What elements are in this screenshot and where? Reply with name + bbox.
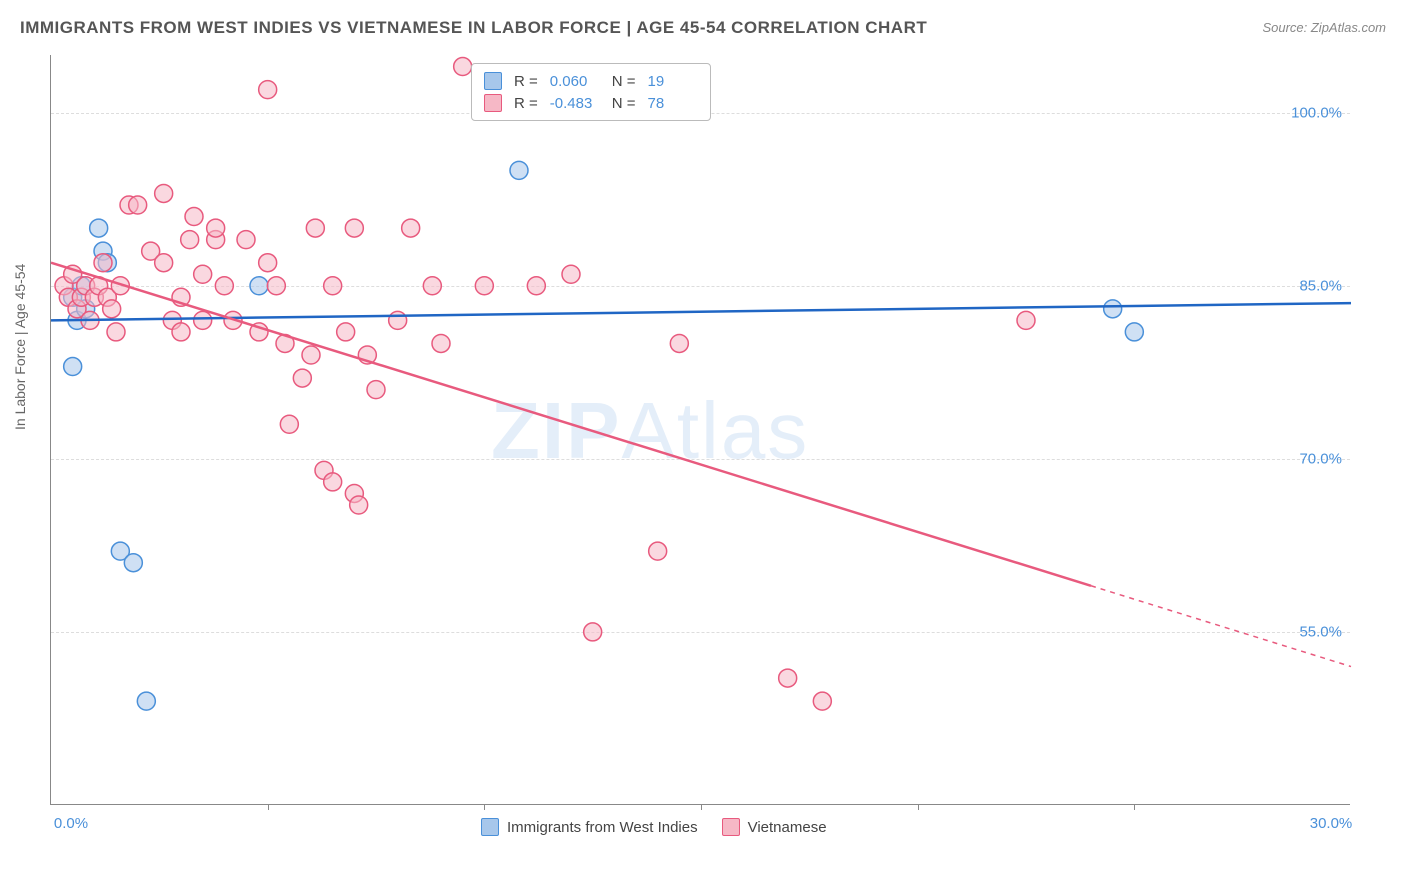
scatter-point [649, 542, 667, 560]
scatter-point [813, 692, 831, 710]
scatter-point [423, 277, 441, 295]
scatter-point [94, 254, 112, 272]
scatter-point [306, 219, 324, 237]
scatter-point [181, 231, 199, 249]
n-value: 19 [648, 73, 698, 90]
scatter-point [1104, 300, 1122, 318]
scatter-point [215, 277, 233, 295]
y-tick-label: 85.0% [1299, 277, 1342, 294]
scatter-point [475, 277, 493, 295]
plot-svg [51, 55, 1350, 804]
trend-line [51, 263, 1091, 586]
chart-title: IMMIGRANTS FROM WEST INDIES VS VIETNAMES… [20, 18, 927, 38]
scatter-point [103, 300, 121, 318]
scatter-point [129, 196, 147, 214]
scatter-point [510, 161, 528, 179]
legend-row: R = -0.483 N = 78 [484, 92, 698, 114]
r-value: 0.060 [550, 73, 600, 90]
scatter-point [259, 254, 277, 272]
n-label: N = [612, 73, 636, 90]
chart-source: Source: ZipAtlas.com [1262, 20, 1386, 35]
scatter-point [124, 554, 142, 572]
scatter-point [194, 311, 212, 329]
legend-swatch [722, 818, 740, 836]
scatter-point [107, 323, 125, 341]
r-label: R = [514, 95, 538, 112]
legend-swatch [481, 818, 499, 836]
n-label: N = [612, 95, 636, 112]
scatter-point [207, 219, 225, 237]
scatter-point [779, 669, 797, 687]
scatter-point [302, 346, 320, 364]
legend-swatch [484, 72, 502, 90]
scatter-point [527, 277, 545, 295]
scatter-point [194, 265, 212, 283]
scatter-point [402, 219, 420, 237]
scatter-point [90, 219, 108, 237]
x-tick-label: 0.0% [54, 815, 88, 832]
scatter-point [280, 415, 298, 433]
legend-swatch [484, 94, 502, 112]
scatter-point [367, 381, 385, 399]
series-legend: Immigrants from West Indies Vietnamese [481, 818, 827, 836]
scatter-point [267, 277, 285, 295]
x-tick-mark [1134, 804, 1135, 810]
legend-item: Vietnamese [722, 818, 827, 836]
legend-label: Immigrants from West Indies [507, 819, 698, 836]
scatter-point [155, 254, 173, 272]
legend-item: Immigrants from West Indies [481, 818, 698, 836]
scatter-point [1125, 323, 1143, 341]
y-tick-label: 70.0% [1299, 450, 1342, 467]
scatter-point [562, 265, 580, 283]
scatter-point [64, 358, 82, 376]
scatter-point [337, 323, 355, 341]
scatter-point [293, 369, 311, 387]
trend-line [51, 303, 1351, 320]
scatter-point [670, 334, 688, 352]
r-label: R = [514, 73, 538, 90]
scatter-point [350, 496, 368, 514]
y-tick-label: 55.0% [1299, 623, 1342, 640]
r-value: -0.483 [550, 95, 600, 112]
scatter-point [137, 692, 155, 710]
correlation-legend: R = 0.060 N = 19 R = -0.483 N = 78 [471, 63, 711, 121]
scatter-point [432, 334, 450, 352]
scatter-point [389, 311, 407, 329]
legend-row: R = 0.060 N = 19 [484, 70, 698, 92]
legend-label: Vietnamese [748, 819, 827, 836]
scatter-point [185, 208, 203, 226]
plot-area: ZIPAtlas R =0.060N =19R =-0.483N =78 Imm… [50, 55, 1350, 805]
x-tick-mark [701, 804, 702, 810]
scatter-point [324, 473, 342, 491]
x-tick-mark [484, 804, 485, 810]
scatter-point [584, 623, 602, 641]
n-value: 78 [648, 95, 698, 112]
scatter-point [454, 58, 472, 76]
chart-container: IMMIGRANTS FROM WEST INDIES VS VIETNAMES… [0, 0, 1406, 892]
x-tick-mark [918, 804, 919, 810]
scatter-point [259, 81, 277, 99]
scatter-point [324, 277, 342, 295]
y-tick-label: 100.0% [1291, 104, 1342, 121]
scatter-point [345, 219, 363, 237]
scatter-point [237, 231, 255, 249]
scatter-point [250, 277, 268, 295]
scatter-point [155, 184, 173, 202]
y-axis-label: In Labor Force | Age 45-54 [12, 264, 28, 430]
x-tick-label: 30.0% [1310, 815, 1353, 832]
scatter-point [172, 323, 190, 341]
scatter-point [1017, 311, 1035, 329]
x-tick-mark [268, 804, 269, 810]
